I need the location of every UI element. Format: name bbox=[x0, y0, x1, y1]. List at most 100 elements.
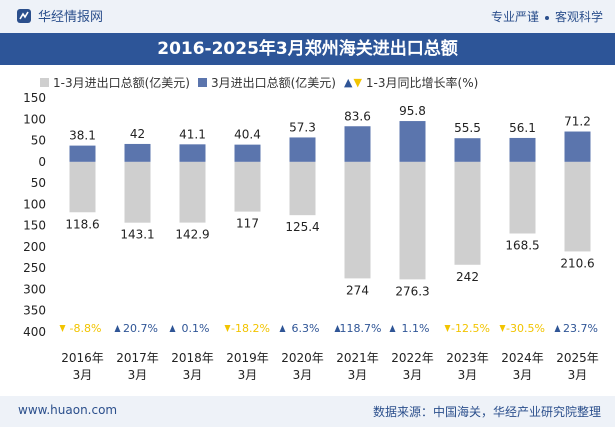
bar-total bbox=[124, 161, 151, 223]
x-tick-label: 3月 bbox=[348, 368, 368, 382]
legend-item-total: 1-3月进出口总额(亿美元) bbox=[40, 74, 190, 91]
legend-swatch-march bbox=[197, 78, 207, 87]
slogan-tag-2: 客观科学 bbox=[554, 10, 603, 24]
growth-up-marker bbox=[114, 325, 121, 332]
growth-up-marker bbox=[389, 325, 396, 332]
data-label-total: 276.3 bbox=[395, 284, 429, 298]
x-tick-label: 3月 bbox=[458, 368, 478, 382]
data-label-total: 118.6 bbox=[65, 217, 99, 231]
growth-label: -8.8% bbox=[70, 322, 102, 335]
x-tick-label: 2020年 bbox=[281, 351, 324, 365]
growth-label: 20.7% bbox=[123, 322, 158, 335]
growth-label: 0.1% bbox=[182, 322, 210, 335]
x-tick-label: 3月 bbox=[238, 368, 258, 382]
growth-label: 23.7% bbox=[563, 322, 598, 335]
bar-total bbox=[399, 161, 426, 280]
y-tick-label: 100 bbox=[23, 197, 46, 211]
logo-text: 华经情报网 bbox=[38, 10, 104, 25]
bar-march bbox=[344, 126, 371, 162]
logo-icon bbox=[17, 8, 31, 23]
x-tick-label: 2018年 bbox=[171, 351, 214, 365]
bar-total bbox=[509, 161, 536, 234]
x-tick-label: 2025年 bbox=[556, 351, 599, 365]
bar-total bbox=[454, 161, 481, 265]
x-tick-label: 3月 bbox=[73, 368, 93, 382]
x-tick-label: 3月 bbox=[403, 368, 423, 382]
chart-title: 2016-2025年3月郑州海关进出口总额 bbox=[0, 33, 615, 65]
triangle-down-icon: ▼ bbox=[353, 76, 362, 89]
bar-total bbox=[564, 161, 591, 252]
bar-march bbox=[509, 137, 536, 162]
footer-website[interactable]: www.huaon.com bbox=[18, 403, 118, 417]
y-tick-label: 50 bbox=[31, 176, 46, 190]
x-tick-label: 2016年 bbox=[61, 351, 104, 365]
legend: 1-3月进出口总额(亿美元) 3月进出口总额(亿美元) ▲ ▼ 1-3月同比增长… bbox=[40, 74, 486, 91]
bar-march bbox=[564, 131, 591, 162]
y-tick-label: 350 bbox=[23, 304, 46, 318]
bar-march bbox=[454, 138, 481, 162]
growth-label: -12.5% bbox=[451, 322, 490, 335]
y-tick-label: 150 bbox=[23, 91, 46, 105]
growth-up-marker bbox=[554, 325, 561, 332]
brand-logo[interactable]: 华经情报网 bbox=[16, 6, 103, 25]
x-tick-label: 3月 bbox=[293, 368, 313, 382]
bar-total bbox=[69, 161, 96, 213]
growth-up-marker bbox=[279, 325, 286, 332]
data-label-march: 57.3 bbox=[289, 120, 316, 134]
x-tick-label: 3月 bbox=[568, 368, 588, 382]
y-tick-label: 100 bbox=[23, 112, 46, 126]
growth-up-marker bbox=[334, 325, 341, 332]
growth-down-marker bbox=[444, 325, 451, 332]
data-label-march: 95.8 bbox=[399, 104, 426, 118]
data-label-total: 168.5 bbox=[505, 239, 539, 253]
x-tick-label: 2024年 bbox=[501, 351, 544, 365]
y-tick-label: 400 bbox=[23, 325, 46, 339]
growth-label: 6.3% bbox=[292, 322, 320, 335]
growth-label: -18.2% bbox=[231, 322, 270, 335]
y-tick-label: 300 bbox=[23, 282, 46, 296]
slogan-tag-1: 专业严谨 bbox=[490, 10, 539, 24]
growth-down-marker bbox=[59, 325, 66, 332]
legend-item-march: 3月进出口总额(亿美元) bbox=[197, 74, 336, 91]
x-tick-label: 2021年 bbox=[336, 351, 379, 365]
bar-total bbox=[289, 161, 316, 216]
y-tick-label: 150 bbox=[23, 219, 46, 233]
data-label-march: 83.6 bbox=[344, 109, 371, 123]
x-tick-label: 2023年 bbox=[446, 351, 489, 365]
bar-march bbox=[124, 143, 151, 162]
legend-label-growth: 1-3月同比增长率(%) bbox=[365, 76, 479, 90]
growth-label: 118.7% bbox=[340, 322, 382, 335]
y-tick-label: 200 bbox=[23, 240, 46, 254]
y-tick-label: 0 bbox=[38, 155, 46, 169]
data-label-march: 71.2 bbox=[564, 115, 591, 129]
dot-icon bbox=[544, 15, 549, 20]
y-tick-label: 250 bbox=[23, 261, 46, 275]
x-tick-label: 3月 bbox=[183, 368, 203, 382]
x-tick-label: 3月 bbox=[513, 368, 533, 382]
data-label-total: 210.6 bbox=[560, 256, 594, 270]
bar-march bbox=[399, 121, 426, 162]
growth-down-marker bbox=[224, 325, 231, 332]
growth-label: 1.1% bbox=[402, 322, 430, 335]
footer-source: 数据来源：中国海关，华经产业研究院整理 bbox=[372, 405, 601, 419]
growth-label: -30.5% bbox=[506, 322, 545, 335]
data-label-march: 40.4 bbox=[234, 128, 261, 142]
x-tick-label: 2017年 bbox=[116, 351, 159, 365]
footer: www.huaon.com 数据来源：中国海关，华经产业研究院整理 bbox=[0, 396, 615, 427]
bar-total bbox=[179, 161, 206, 223]
triangle-up-icon: ▲ bbox=[343, 76, 353, 89]
bar-chart: 150 100 50 0 50 100 150 200 250 300 350 400 38.1 118.… bbox=[23, 91, 599, 382]
bar-total bbox=[344, 161, 371, 279]
slogan: 专业严谨 客观科学 bbox=[491, 8, 603, 25]
data-label-total: 125.4 bbox=[285, 220, 319, 234]
legend-label-total: 1-3月进出口总额(亿美元) bbox=[53, 76, 190, 90]
legend-label-march: 3月进出口总额(亿美元) bbox=[210, 76, 336, 90]
top-bar: 华经情报网 专业严谨 客观科学 bbox=[0, 0, 615, 33]
growth-down-marker bbox=[499, 325, 506, 332]
data-label-total: 274 bbox=[346, 283, 369, 297]
y-tick-label: 50 bbox=[31, 134, 46, 148]
bar-march bbox=[69, 145, 96, 162]
data-label-total: 143.1 bbox=[120, 228, 154, 242]
x-tick-label: 2022年 bbox=[391, 351, 434, 365]
data-label-march: 41.1 bbox=[179, 127, 206, 141]
